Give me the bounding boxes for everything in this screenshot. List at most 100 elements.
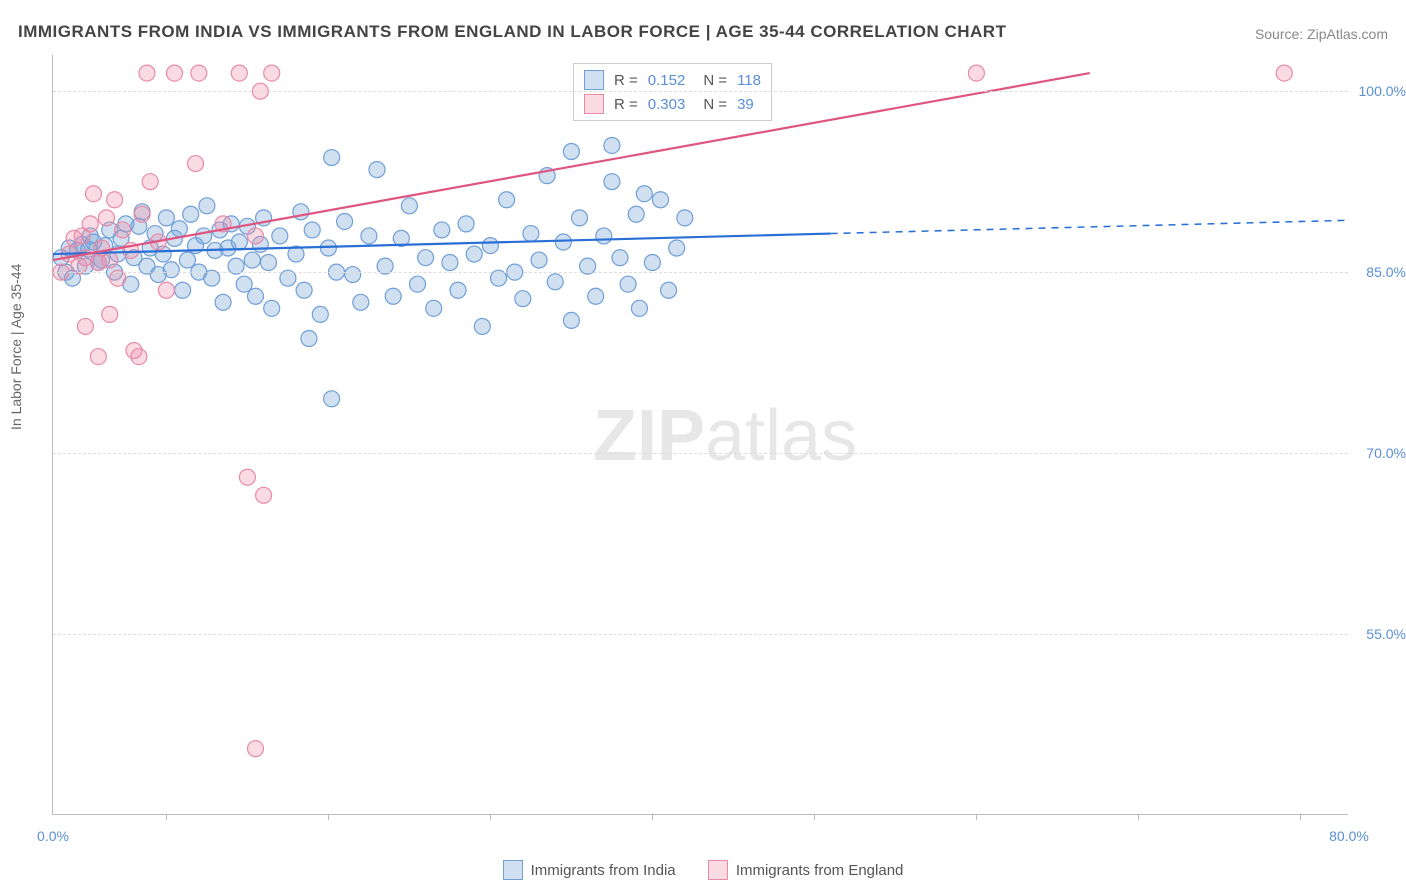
data-point-india xyxy=(499,192,515,208)
legend-swatch-india xyxy=(584,70,604,90)
data-point-england xyxy=(256,487,272,503)
gridline xyxy=(53,634,1348,635)
data-point-india xyxy=(669,240,685,256)
data-point-india xyxy=(353,294,369,310)
n-label: N = xyxy=(703,72,727,89)
data-point-india xyxy=(531,252,547,268)
data-point-india xyxy=(563,144,579,160)
legend-swatch-england-bottom xyxy=(708,860,728,880)
data-point-england xyxy=(86,186,102,202)
data-point-england xyxy=(90,349,106,365)
data-point-england xyxy=(77,318,93,334)
data-point-india xyxy=(296,282,312,298)
r-value-india: 0.152 xyxy=(648,72,686,89)
legend-label-england: Immigrants from England xyxy=(736,862,904,879)
data-point-india xyxy=(661,282,677,298)
x-tick-mark xyxy=(976,814,977,820)
data-point-india xyxy=(563,312,579,328)
data-point-india xyxy=(324,150,340,166)
n-value-england: 39 xyxy=(737,96,754,113)
x-tick-label: 0.0% xyxy=(37,828,69,844)
data-point-india xyxy=(482,238,498,254)
data-point-india xyxy=(426,300,442,316)
data-point-india xyxy=(304,222,320,238)
data-point-england xyxy=(107,192,123,208)
data-point-india xyxy=(450,282,466,298)
data-point-india xyxy=(244,252,260,268)
data-point-india xyxy=(369,162,385,178)
data-point-india xyxy=(337,213,353,229)
data-point-india xyxy=(272,228,288,244)
data-point-india xyxy=(236,276,252,292)
data-point-india xyxy=(345,267,361,283)
n-label: N = xyxy=(703,96,727,113)
x-tick-mark xyxy=(814,814,815,820)
data-point-england xyxy=(248,741,264,757)
data-point-india xyxy=(458,216,474,232)
data-point-india xyxy=(264,300,280,316)
y-tick-label: 85.0% xyxy=(1366,264,1406,280)
data-point-india xyxy=(612,250,628,266)
data-point-india xyxy=(175,282,191,298)
data-point-india xyxy=(644,254,660,270)
data-point-india xyxy=(171,221,187,237)
legend-row-england: R = 0.303 N = 39 xyxy=(584,92,761,116)
data-point-england xyxy=(139,65,155,81)
data-point-england xyxy=(98,210,114,226)
data-point-india xyxy=(588,288,604,304)
data-point-england xyxy=(167,65,183,81)
source-attribution: Source: ZipAtlas.com xyxy=(1255,26,1388,42)
x-tick-mark xyxy=(166,814,167,820)
data-point-india xyxy=(361,228,377,244)
data-point-india xyxy=(199,198,215,214)
gridline xyxy=(53,272,1348,273)
x-tick-label: 80.0% xyxy=(1329,828,1369,844)
data-point-england xyxy=(134,206,150,222)
x-tick-mark xyxy=(1138,814,1139,820)
data-point-india xyxy=(515,291,531,307)
data-point-india xyxy=(636,186,652,202)
x-tick-mark xyxy=(1300,814,1301,820)
data-point-england xyxy=(264,65,280,81)
n-value-india: 118 xyxy=(737,72,761,89)
r-label: R = xyxy=(614,96,638,113)
data-point-india xyxy=(604,174,620,190)
chart-plot-area: R = 0.152 N = 118 R = 0.303 N = 39 ZIPat… xyxy=(52,55,1348,815)
y-tick-label: 70.0% xyxy=(1366,445,1406,461)
gridline xyxy=(53,91,1348,92)
gridline xyxy=(53,453,1348,454)
data-point-india xyxy=(260,254,276,270)
x-tick-mark xyxy=(490,814,491,820)
data-point-india xyxy=(628,206,644,222)
legend-swatch-england xyxy=(584,94,604,114)
legend-row-india: R = 0.152 N = 118 xyxy=(584,68,761,92)
data-point-india xyxy=(312,306,328,322)
chart-title: IMMIGRANTS FROM INDIA VS IMMIGRANTS FROM… xyxy=(18,22,1006,42)
data-point-india xyxy=(163,262,179,278)
data-point-india xyxy=(631,300,647,316)
data-point-india xyxy=(324,391,340,407)
data-point-england xyxy=(239,469,255,485)
legend-item-india: Immigrants from India xyxy=(503,860,676,880)
r-label: R = xyxy=(614,72,638,89)
data-point-india xyxy=(301,330,317,346)
data-point-india xyxy=(231,234,247,250)
legend-label-india: Immigrants from India xyxy=(531,862,676,879)
x-tick-mark xyxy=(652,814,653,820)
trend-line-england xyxy=(53,73,1090,260)
data-point-india xyxy=(442,254,458,270)
data-point-india xyxy=(179,252,195,268)
data-point-england xyxy=(82,216,98,232)
data-point-india xyxy=(385,288,401,304)
data-point-england xyxy=(102,252,118,268)
data-point-england xyxy=(968,65,984,81)
data-point-england xyxy=(188,156,204,172)
data-point-india xyxy=(620,276,636,292)
data-point-india xyxy=(401,198,417,214)
data-point-india xyxy=(466,246,482,262)
x-tick-mark xyxy=(328,814,329,820)
data-point-england xyxy=(1276,65,1292,81)
data-point-england xyxy=(231,65,247,81)
data-point-england xyxy=(131,349,147,365)
data-point-india xyxy=(555,234,571,250)
